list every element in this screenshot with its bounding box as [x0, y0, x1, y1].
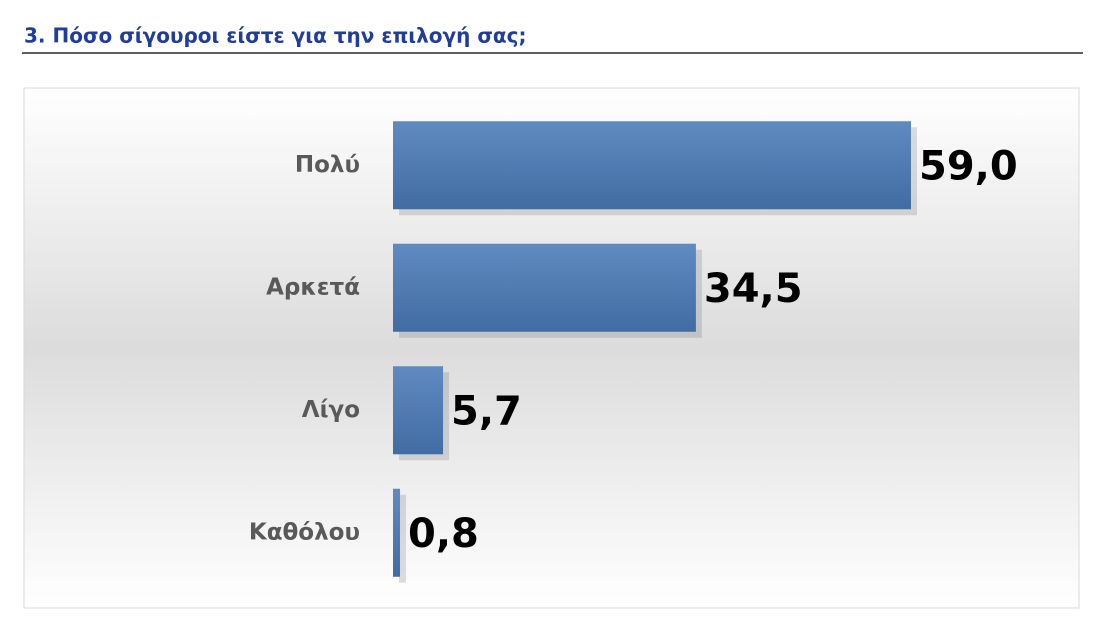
category-label: Καθόλου	[249, 519, 360, 545]
category-label: Αρκετά	[266, 274, 360, 300]
value-label: 0,8	[408, 511, 479, 557]
chart-title: 3. Πόσο σίγουροι είστε για την επιλογή σ…	[24, 24, 527, 48]
bar-shade	[393, 243, 696, 332]
bar-shade	[393, 366, 444, 455]
value-label: 59,0	[919, 143, 1018, 189]
bar-shade	[393, 121, 911, 210]
bar-shade	[393, 488, 401, 577]
category-label: Πολύ	[295, 152, 360, 178]
value-label: 34,5	[704, 266, 803, 312]
category-label: Λίγο	[302, 397, 360, 423]
value-label: 5,7	[451, 388, 522, 434]
bar-shadow	[399, 494, 407, 583]
